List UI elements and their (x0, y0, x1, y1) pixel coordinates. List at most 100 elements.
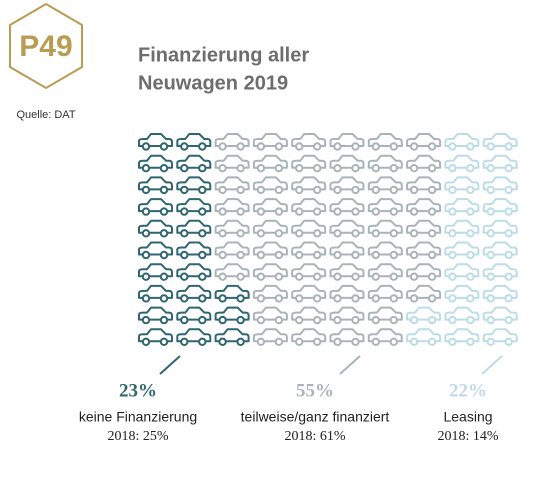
car-wheel (371, 207, 380, 216)
car-body (214, 154, 250, 169)
car-body (444, 306, 480, 321)
car-wheel (486, 229, 495, 238)
car-body (367, 133, 403, 147)
car-body (214, 176, 250, 191)
car-icon (406, 176, 442, 195)
car-wheel (180, 315, 189, 325)
car-wheel (180, 337, 189, 346)
previous-label: 2018: 14% (437, 429, 498, 444)
car-icon (176, 263, 212, 281)
car-icon (138, 176, 173, 195)
car-icon (406, 219, 442, 238)
car-body (367, 284, 403, 299)
car-wheel (274, 294, 284, 303)
car-wheel (256, 272, 266, 281)
car-wheel (486, 272, 495, 281)
car-wheel (448, 272, 457, 281)
car-body (406, 154, 442, 169)
car-icon (367, 328, 403, 346)
car-body (367, 306, 403, 321)
car-wheel (427, 250, 437, 260)
car-wheel (466, 272, 475, 281)
car-wheel (159, 294, 169, 303)
car-icon (444, 176, 480, 195)
car-wheel (486, 315, 495, 325)
car-wheel (256, 142, 266, 151)
car-wheel (236, 163, 245, 173)
car-body (291, 154, 327, 169)
car-body (367, 328, 403, 343)
car-body (406, 263, 442, 278)
car-wheel (141, 250, 151, 260)
car-icon (291, 198, 327, 216)
car-wheel (486, 207, 495, 216)
car-wheel (504, 163, 513, 173)
car-icon (252, 241, 288, 260)
car-wheel (141, 229, 151, 238)
car-body (329, 198, 365, 213)
car-body (214, 306, 250, 321)
car-wheel (448, 250, 457, 260)
car-body (138, 328, 173, 343)
car-wheel (180, 207, 189, 216)
car-wheel (351, 185, 360, 195)
car-wheel (313, 185, 322, 195)
car-body (406, 176, 442, 191)
car-body (176, 154, 212, 169)
car-icon (176, 219, 212, 238)
car-wheel (313, 315, 322, 325)
car-wheel (504, 294, 513, 303)
car-wheel (333, 272, 342, 281)
car-wheel (180, 294, 189, 303)
car-wheel (180, 272, 189, 281)
car-icon (482, 263, 518, 281)
car-body (176, 328, 212, 343)
car-icon (482, 241, 518, 260)
car-wheel (504, 315, 513, 325)
car-icon (214, 263, 250, 281)
car-body (482, 176, 518, 191)
car-wheel (236, 250, 245, 260)
car-wheel (504, 250, 513, 260)
car-body (482, 154, 518, 169)
car-icon (176, 328, 212, 346)
car-body (138, 176, 173, 191)
car-body (482, 241, 518, 256)
category-label: Leasing (443, 409, 492, 425)
car-body (291, 133, 327, 147)
car-icon (482, 176, 518, 195)
car-body (176, 219, 212, 234)
car-wheel (141, 315, 151, 325)
car-icon (406, 198, 442, 216)
car-wheel (466, 315, 475, 325)
car-wheel (504, 272, 513, 281)
car-wheel (159, 163, 169, 173)
car-body (252, 328, 288, 343)
car-wheel (409, 163, 419, 173)
car-icon (329, 284, 365, 303)
car-icon (329, 198, 365, 216)
car-icon (291, 133, 327, 151)
car-wheel (295, 185, 304, 195)
car-wheel (313, 207, 322, 216)
car-wheel (295, 229, 304, 238)
car-body (482, 263, 518, 278)
car-icon (444, 263, 480, 281)
car-icon (252, 154, 288, 173)
car-wheel (351, 163, 360, 173)
car-wheel (389, 337, 398, 346)
car-wheel (141, 207, 151, 216)
car-wheel (333, 337, 342, 346)
car-body (444, 263, 480, 278)
car-wheel (236, 185, 245, 195)
car-icon (214, 284, 250, 303)
car-wheel (198, 294, 207, 303)
car-body (138, 284, 173, 299)
car-wheel (351, 229, 360, 238)
car-body (444, 176, 480, 191)
car-body (252, 241, 288, 256)
car-icon (444, 284, 480, 303)
car-wheel (313, 142, 322, 151)
car-wheel (427, 294, 437, 303)
car-icon (406, 263, 442, 281)
